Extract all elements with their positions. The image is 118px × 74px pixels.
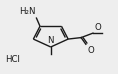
Text: O: O: [94, 23, 101, 32]
Text: H₂N: H₂N: [19, 7, 35, 16]
Text: HCl: HCl: [6, 55, 20, 64]
Text: N: N: [47, 36, 54, 45]
Text: O: O: [87, 46, 94, 55]
